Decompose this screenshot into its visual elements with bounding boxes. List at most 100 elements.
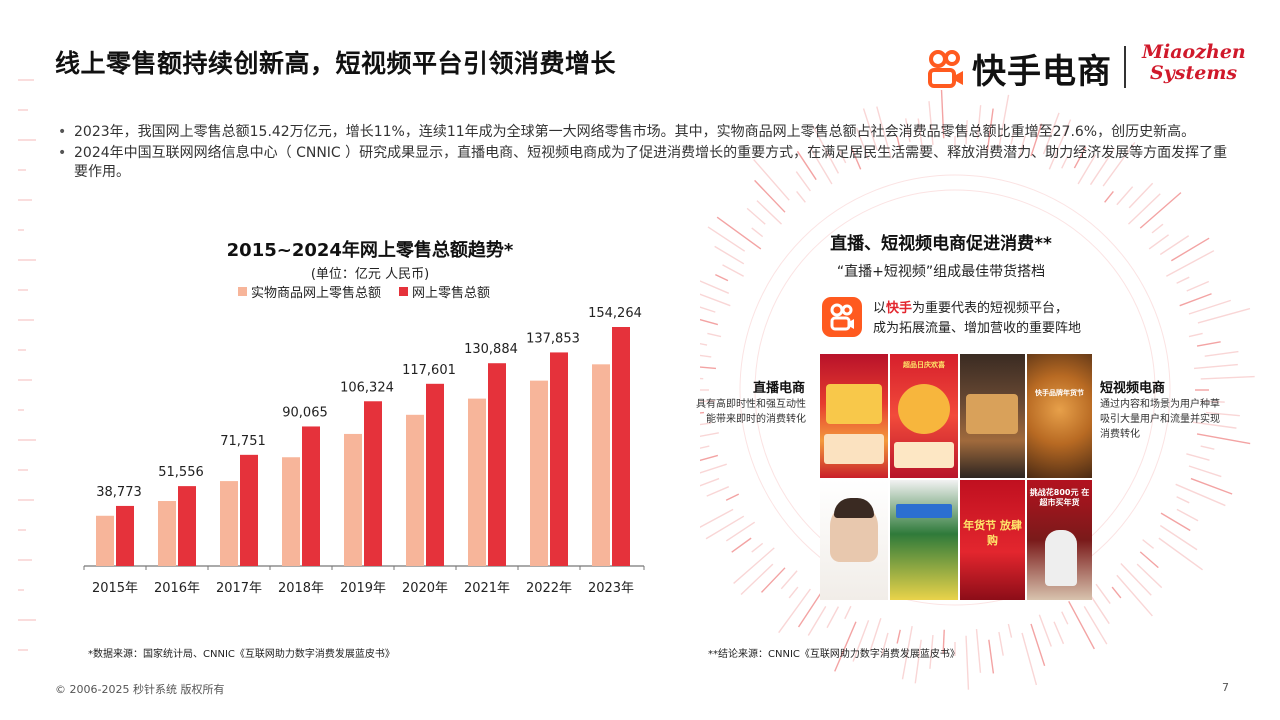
miaozhen-logo-line1: Miaozhen	[1142, 41, 1246, 63]
decorative-ray	[807, 605, 827, 636]
decorative-ray	[1030, 623, 1046, 667]
desc-line1-rest: 为重要代表的短视频平台，	[912, 301, 1069, 316]
decorative-ray	[1193, 363, 1238, 370]
decorative-ray	[714, 245, 745, 265]
bar-physical-goods	[158, 501, 176, 566]
data-label: 106,324	[340, 380, 394, 395]
decorative-ray	[1139, 192, 1182, 229]
short-text-line: 通过内容和场景为用户种草	[1100, 399, 1220, 410]
live-commerce-text: 具有高即时性和强互动性 能带来即时的消费转化	[688, 397, 806, 427]
x-tick-label: 2015年	[92, 581, 138, 596]
decorative-ray	[1148, 234, 1169, 250]
data-label: 51,556	[158, 465, 204, 480]
decorative-ray	[733, 547, 775, 584]
decorative-ray	[1120, 562, 1152, 596]
decorative-ray	[796, 190, 806, 203]
decorative-ray	[754, 179, 786, 213]
data-label: 137,853	[526, 331, 580, 346]
bar-physical-goods	[530, 380, 548, 566]
conclusion-source-footnote: **结论来源：CNNIC《互联网助力数字消费发展蓝皮书》	[708, 649, 960, 660]
legend-item-total: 网上零售总额	[399, 282, 490, 301]
tile-banner-text: 快手品牌年货节	[1035, 389, 1084, 397]
data-label: 130,884	[464, 342, 518, 357]
bar-physical-goods	[344, 433, 362, 566]
short-video-screenshot-tile: 挑战花800元 在超市买年货	[1027, 480, 1092, 600]
decorative-ray	[707, 332, 722, 338]
bar-physical-goods	[406, 414, 424, 566]
desc-highlight: 快手	[886, 301, 913, 316]
live-screenshot-tile	[890, 480, 958, 600]
legend-swatch-total	[399, 287, 409, 296]
live-commerce-heading: 直播电商	[753, 381, 806, 396]
bar-online-retail-total	[116, 505, 134, 566]
banner-image	[896, 504, 952, 518]
chart-legend: 实物商品网上零售总额 网上零售总额	[238, 282, 490, 301]
x-tick-label: 2021年	[464, 581, 510, 596]
decorative-ray	[1186, 453, 1210, 461]
miaozhen-logo: Miaozhen Systems	[1142, 41, 1246, 84]
decorative-ray	[722, 264, 744, 277]
kuaishou-logo-icon	[928, 49, 963, 88]
decorative-ray	[1068, 601, 1095, 650]
decorative-ray	[975, 628, 982, 673]
page-title: 线上零售额持续创新高，短视频平台引领消费增长	[55, 49, 617, 78]
legend-label-total: 网上零售总额	[412, 286, 491, 301]
decorative-ray	[715, 273, 729, 282]
short-video-screenshot-tile	[960, 354, 1025, 478]
decorative-ray	[1151, 223, 1164, 234]
decorative-ray	[1158, 537, 1203, 571]
bar-online-retail-total	[612, 327, 630, 566]
decorative-ray	[1111, 586, 1122, 599]
decorative-ray	[706, 486, 730, 497]
decorative-ray	[700, 508, 734, 529]
decorative-ray	[700, 463, 727, 474]
short-video-commerce-text: 通过内容和场景为用户种草 吸引大量用户和流量并实现 消费转化	[1100, 397, 1235, 442]
decorative-ray	[914, 639, 922, 684]
product-card-image	[824, 434, 884, 464]
desc-line2: 成为拓展流量、增加营收的重要阵地	[873, 321, 1082, 336]
decorative-ray	[942, 629, 945, 654]
bar-physical-goods	[468, 398, 486, 566]
data-label: 117,601	[402, 363, 456, 378]
tile-banner-text: 年货节 放肆购	[963, 519, 1022, 547]
decorative-ray	[700, 400, 716, 403]
decorative-ray	[880, 632, 889, 657]
decorative-ray	[1160, 512, 1191, 532]
bar-online-retail-total	[488, 363, 506, 566]
decorative-ray	[1170, 237, 1210, 262]
decorative-ray	[746, 207, 766, 225]
decorative-ray	[1204, 350, 1239, 357]
decorative-ray	[852, 620, 870, 662]
x-tick-label: 2018年	[278, 581, 324, 596]
page-number: 7	[1222, 681, 1229, 694]
right-panel-title: 直播、短视频电商促进消费**	[830, 234, 1052, 254]
x-tick-label: 2023年	[588, 581, 634, 596]
x-tick-label: 2020年	[402, 581, 448, 596]
decorative-ray	[707, 226, 746, 252]
decorative-ray	[1196, 341, 1221, 347]
decorative-ray	[1061, 611, 1069, 625]
decorative-ray	[1205, 411, 1240, 417]
decorative-ray	[1142, 539, 1155, 549]
decorative-ray	[700, 432, 719, 437]
decorative-ray	[1186, 280, 1210, 292]
right-panel-subtitle: “直播+短视频”组成最佳带货搭档	[836, 264, 1046, 280]
decorative-ray	[844, 605, 852, 620]
decorative-ray	[929, 634, 934, 669]
decorative-ray	[700, 422, 712, 426]
tile-banner-text: 超品日庆欢喜	[903, 361, 945, 369]
live-screenshot-tile	[820, 480, 888, 600]
live-screenshot-tile	[820, 354, 888, 478]
promo-graphic-image	[898, 384, 950, 434]
legend-swatch-physical	[238, 287, 247, 296]
decorative-ray	[797, 589, 824, 628]
bar-physical-goods	[282, 457, 300, 566]
decorative-ray	[725, 521, 756, 542]
decorative-ray	[1176, 508, 1199, 522]
kuaishou-ecommerce-logo: 快手电商	[926, 44, 1112, 93]
live-screenshot-tile: 超品日庆欢喜	[890, 354, 958, 478]
decorative-ray	[1197, 307, 1251, 324]
decorative-ray	[1104, 190, 1114, 203]
decorative-ray	[1200, 400, 1225, 403]
x-tick-label: 2017年	[216, 581, 262, 596]
